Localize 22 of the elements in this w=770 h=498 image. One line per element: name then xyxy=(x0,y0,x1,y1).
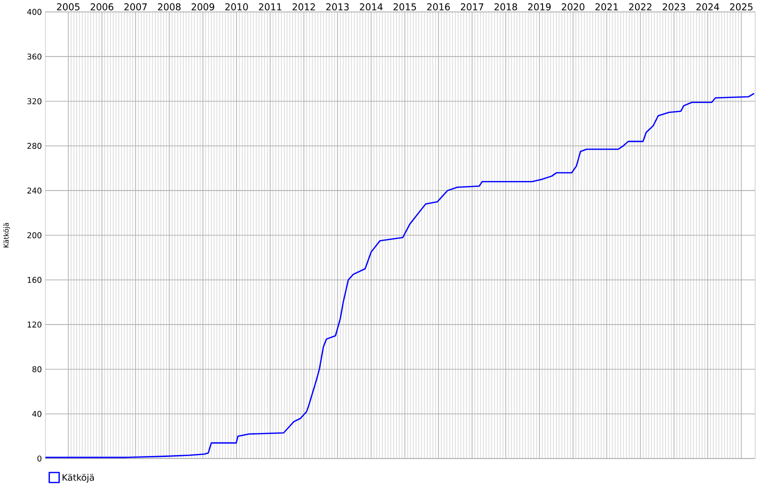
x-tick-label: 2012 xyxy=(292,3,315,10)
x-tick-label: 2019 xyxy=(528,3,551,10)
x-tick-label: 2011 xyxy=(258,3,282,10)
x-tick-label: 2014 xyxy=(360,3,383,10)
x-tick-label: 2016 xyxy=(427,3,450,10)
x-tick-label: 2009 xyxy=(192,3,214,10)
x-tick-label: 2024 xyxy=(696,3,720,10)
x-tick-label: 2010 xyxy=(225,3,248,10)
x-tick-label: 2008 xyxy=(158,3,181,10)
x-tick-label: 2015 xyxy=(394,3,416,10)
legend-label: Kätköjä xyxy=(62,474,94,482)
x-tick-label: 2017 xyxy=(460,3,484,10)
x-tick-label: 2005 xyxy=(57,3,80,10)
x-tick-label: 2007 xyxy=(124,3,147,10)
x-tick-label: 2018 xyxy=(494,3,518,10)
x-tick-label: 2020 xyxy=(562,3,584,10)
x-tick-label: 2025 xyxy=(730,3,752,10)
x-tick-label: 2013 xyxy=(326,3,349,10)
x-tick-label: 2023 xyxy=(662,3,686,10)
x-tick-label: 2021 xyxy=(595,3,618,10)
x-tick-label: 2006 xyxy=(90,3,114,10)
x-tick-label: 2022 xyxy=(629,3,652,10)
